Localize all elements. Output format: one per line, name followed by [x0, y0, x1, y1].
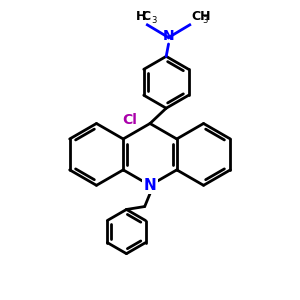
Text: 3: 3 [202, 16, 208, 26]
Text: Cl: Cl [122, 113, 137, 127]
Text: C: C [142, 11, 151, 23]
Text: H: H [136, 11, 146, 23]
Text: N: N [163, 28, 174, 43]
Text: 3: 3 [151, 16, 156, 26]
Text: CH: CH [191, 11, 211, 23]
Text: N: N [144, 178, 156, 193]
